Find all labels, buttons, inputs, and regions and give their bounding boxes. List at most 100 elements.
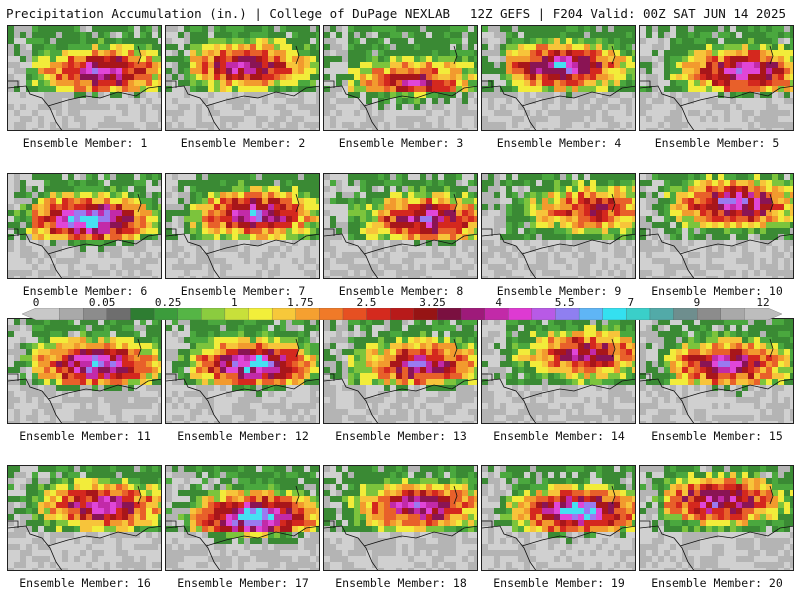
ensemble-member-label: Ensemble Member: 9 <box>496 284 622 298</box>
precip-map <box>8 26 161 130</box>
state-border-lines <box>482 378 635 423</box>
colorbar-swatch <box>106 308 132 320</box>
ensemble-map-panel <box>7 25 162 131</box>
colorbar-swatch <box>720 308 746 320</box>
colorbar-swatch <box>248 308 273 320</box>
colorbar-tick-label: 1 <box>230 296 238 309</box>
colorbar-swatch <box>153 308 179 320</box>
ensemble-member-label: Ensemble Member: 4 <box>496 136 622 150</box>
ensemble-map-panel <box>323 318 478 424</box>
ensemble-map-panel <box>323 465 478 571</box>
ensemble-map-panel <box>7 173 162 279</box>
precip-map <box>8 319 161 423</box>
colorbar-swatch <box>626 308 651 320</box>
colorbar-swatch <box>366 308 391 320</box>
colorbar-swatch <box>484 308 509 320</box>
precip-map <box>640 26 793 130</box>
state-border-lines <box>324 85 477 130</box>
colorbar-tick-label: 12 <box>756 296 770 309</box>
state-border-lines <box>8 378 161 423</box>
colorbar-swatch <box>201 308 226 320</box>
ensemble-map-panel <box>639 173 794 279</box>
state-border-lines <box>640 233 793 278</box>
colorbar-swatch <box>83 308 108 320</box>
state-border-lines <box>166 378 319 423</box>
state-border-lines <box>640 85 793 130</box>
colorbar-tick-label: 0 <box>32 296 40 309</box>
state-border-lines <box>324 378 477 423</box>
ensemble-map-panel <box>639 318 794 424</box>
state-border-lines <box>640 525 793 570</box>
ensemble-member-label: Ensemble Member: 3 <box>338 136 464 150</box>
colorbar-swatch <box>319 308 344 320</box>
ensemble-member-label: Ensemble Member: 7 <box>180 284 306 298</box>
ensemble-map-panel <box>639 25 794 131</box>
state-border-lines <box>8 525 161 570</box>
colorbar-swatch <box>437 308 462 320</box>
ensemble-map-panel <box>481 318 636 424</box>
colorbar-tick-label: 9 <box>693 296 701 309</box>
precip-map <box>166 26 319 130</box>
colorbar-swatch <box>649 308 675 320</box>
ensemble-map-panel <box>481 173 636 279</box>
colorbar-swatch <box>22 308 60 320</box>
colorbar-tick-label: 0.25 <box>154 296 182 309</box>
state-border-lines <box>482 233 635 278</box>
colorbar-swatch <box>673 308 698 320</box>
ensemble-member-label: Ensemble Member: 8 <box>338 284 464 298</box>
colorbar-swatch <box>555 308 580 320</box>
precip-map <box>482 26 635 130</box>
precip-map <box>8 174 161 278</box>
colorbar-tick-label: 7 <box>627 296 635 309</box>
header-title: Precipitation Accumulation (in.) | Colle… <box>6 6 451 21</box>
ensemble-map-panel <box>165 25 320 131</box>
ensemble-member-label: Ensemble Member: 18 <box>335 576 467 590</box>
colorbar-swatch <box>460 308 486 320</box>
ensemble-map-panel <box>7 465 162 571</box>
ensemble-map-panel <box>165 318 320 424</box>
precipitation-colorbar <box>22 308 782 320</box>
ensemble-map-panel <box>481 25 636 131</box>
precip-map <box>640 174 793 278</box>
colorbar-swatch <box>697 308 722 320</box>
ensemble-member-label: Ensemble Member: 13 <box>335 429 467 443</box>
state-border-lines <box>482 85 635 130</box>
colorbar-swatch <box>342 308 368 320</box>
colorbar-tick-label: 3.25 <box>419 296 446 309</box>
colorbar-swatch <box>508 308 533 320</box>
colorbar-swatch <box>413 308 439 320</box>
colorbar-swatch <box>130 308 155 320</box>
precip-map <box>640 466 793 570</box>
ensemble-map-panel <box>323 173 478 279</box>
precip-map <box>482 319 635 423</box>
ensemble-map-panel <box>165 173 320 279</box>
precip-map <box>324 26 477 130</box>
ensemble-member-label: Ensemble Member: 19 <box>493 576 625 590</box>
precip-map <box>166 174 319 278</box>
state-border-lines <box>166 85 319 130</box>
ensemble-member-label: Ensemble Member: 20 <box>651 576 783 590</box>
precip-map <box>166 319 319 423</box>
ensemble-member-label: Ensemble Member: 10 <box>651 284 783 298</box>
precip-map <box>640 319 793 423</box>
colorbar-swatch <box>531 308 557 320</box>
colorbar-tick-label: 2.5 <box>356 296 377 309</box>
colorbar-tick-label: 4 <box>495 296 502 309</box>
state-border-lines <box>8 233 161 278</box>
colorbar-swatch <box>602 308 627 320</box>
colorbar-swatch <box>224 308 250 320</box>
ensemble-member-label: Ensemble Member: 12 <box>177 429 309 443</box>
ensemble-map-panel <box>639 465 794 571</box>
ensemble-member-label: Ensemble Member: 1 <box>22 136 148 150</box>
state-border-lines <box>166 233 319 278</box>
ensemble-map-panel <box>165 465 320 571</box>
state-border-lines <box>324 233 477 278</box>
ensemble-member-label: Ensemble Member: 11 <box>19 429 151 443</box>
precip-map <box>324 174 477 278</box>
colorbar-swatch <box>744 308 782 320</box>
ensemble-map-panel <box>481 465 636 571</box>
precip-map <box>8 466 161 570</box>
ensemble-member-label: Ensemble Member: 6 <box>22 284 148 298</box>
state-border-lines <box>640 378 793 423</box>
colorbar-swatch <box>578 308 604 320</box>
